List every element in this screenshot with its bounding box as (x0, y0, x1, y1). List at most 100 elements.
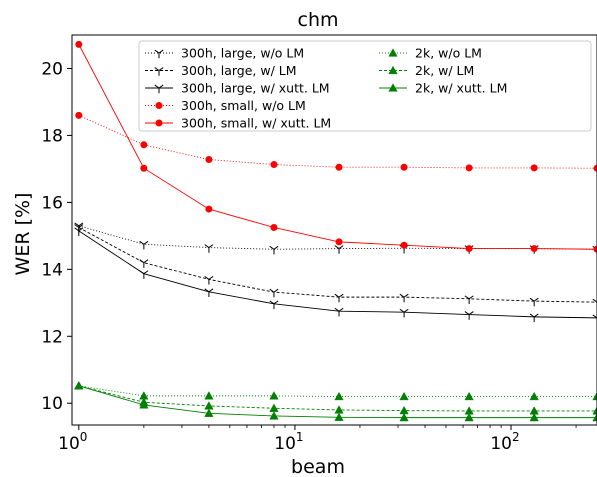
data-point (334, 245, 344, 254)
legend-marker (154, 67, 164, 76)
data-point (400, 241, 408, 249)
data-point (334, 412, 344, 421)
data-point (399, 391, 409, 401)
x-axis-label: beam (291, 456, 345, 477)
legend-label: 300h, large, w/ xutt. LM (181, 81, 330, 96)
y-tick-label: 10 (41, 394, 63, 414)
legend-marker (155, 102, 163, 109)
legend-label: 300h, large, w/o LM (181, 46, 304, 61)
data-point (335, 163, 343, 171)
legend-marker (154, 49, 164, 59)
data-point (464, 391, 474, 401)
series-line (78, 114, 597, 169)
series-1 (74, 224, 597, 308)
data-point (74, 227, 84, 237)
data-point (400, 163, 408, 171)
series-0 (74, 222, 597, 255)
data-point (465, 245, 473, 253)
data-point (204, 391, 214, 400)
series-3 (75, 111, 597, 172)
legend-entry: 2k, w/ xutt. LM (379, 81, 507, 96)
legend-entry: 300h, large, w/o LM (145, 46, 304, 61)
data-point (139, 400, 149, 409)
legend-label: 300h, small, w/o LM (181, 98, 306, 113)
axes: 10 12 14 16 18 20 100 101 102 (41, 34, 597, 454)
data-point (592, 298, 597, 308)
data-point (334, 405, 344, 414)
data-point (75, 111, 83, 119)
x-tick-label: 101 (274, 430, 303, 454)
data-point (399, 293, 409, 303)
data-point (464, 295, 474, 304)
data-point (269, 300, 279, 310)
data-point (204, 288, 214, 297)
data-point (334, 307, 344, 317)
legend-label: 300h, large, w/ LM (181, 63, 297, 78)
data-point (140, 141, 148, 149)
data-point (269, 245, 279, 255)
data-point (399, 412, 409, 422)
legend-marker (388, 83, 398, 92)
chart-title: chm (298, 9, 339, 31)
data-point (205, 205, 213, 213)
legend-marker (388, 65, 398, 75)
legend-box (138, 40, 592, 132)
data-point (592, 412, 597, 422)
data-point (269, 411, 279, 420)
data-point (465, 164, 473, 172)
legend-label: 2k, w/ xutt. LM (415, 81, 507, 96)
data-point (269, 391, 279, 400)
y-tick-label: 12 (41, 327, 63, 347)
data-point (270, 161, 278, 169)
data-point (204, 401, 214, 410)
series-line (78, 225, 597, 250)
series-2 (74, 227, 597, 324)
data-point (592, 406, 597, 415)
data-point (529, 313, 539, 323)
legend-marker (155, 119, 163, 127)
data-point (592, 391, 597, 401)
data-point (139, 270, 149, 279)
data-point (334, 391, 344, 401)
data-point (334, 293, 344, 303)
legend-label: 2k, w/ LM (415, 63, 474, 78)
plot-frame (71, 34, 597, 426)
legend-entry: 2k, w/ LM (379, 63, 474, 78)
data-point (464, 311, 474, 320)
legend-marker (154, 84, 164, 94)
data-point (205, 156, 213, 164)
legend-entry: 300h, small, w/ xutt. LM (145, 116, 331, 131)
data-point (593, 245, 597, 253)
x-tick-label: 102 (490, 430, 519, 454)
data-point (139, 240, 149, 250)
data-point (204, 276, 214, 285)
data-point (204, 244, 214, 253)
data-point (399, 308, 409, 318)
data-point (529, 391, 539, 401)
y-tick-label: 16 (41, 193, 63, 213)
data-point (592, 314, 597, 324)
data-point (530, 245, 538, 253)
data-point (269, 403, 279, 412)
data-point (530, 164, 538, 172)
series-4 (75, 40, 597, 253)
data-point (270, 223, 278, 231)
data-point (529, 297, 539, 307)
data-point (140, 164, 148, 172)
series-5 (74, 381, 597, 401)
series-group (74, 40, 597, 422)
data-point (464, 412, 474, 422)
legend-label: 300h, small, w/ xutt. LM (181, 116, 331, 131)
legend-marker (388, 48, 398, 57)
data-point (75, 40, 83, 48)
data-point (139, 259, 149, 268)
data-point (529, 412, 539, 422)
legend-label: 2k, w/o LM (415, 46, 482, 61)
series-line (78, 385, 597, 397)
legend: 300h, large, w/o LM 300h, large, w/ LM 300… (138, 40, 592, 132)
data-point (593, 164, 597, 172)
legend-entry: 300h, large, w/ LM (145, 63, 297, 78)
data-point (74, 381, 84, 390)
y-tick-label: 20 (41, 59, 63, 79)
